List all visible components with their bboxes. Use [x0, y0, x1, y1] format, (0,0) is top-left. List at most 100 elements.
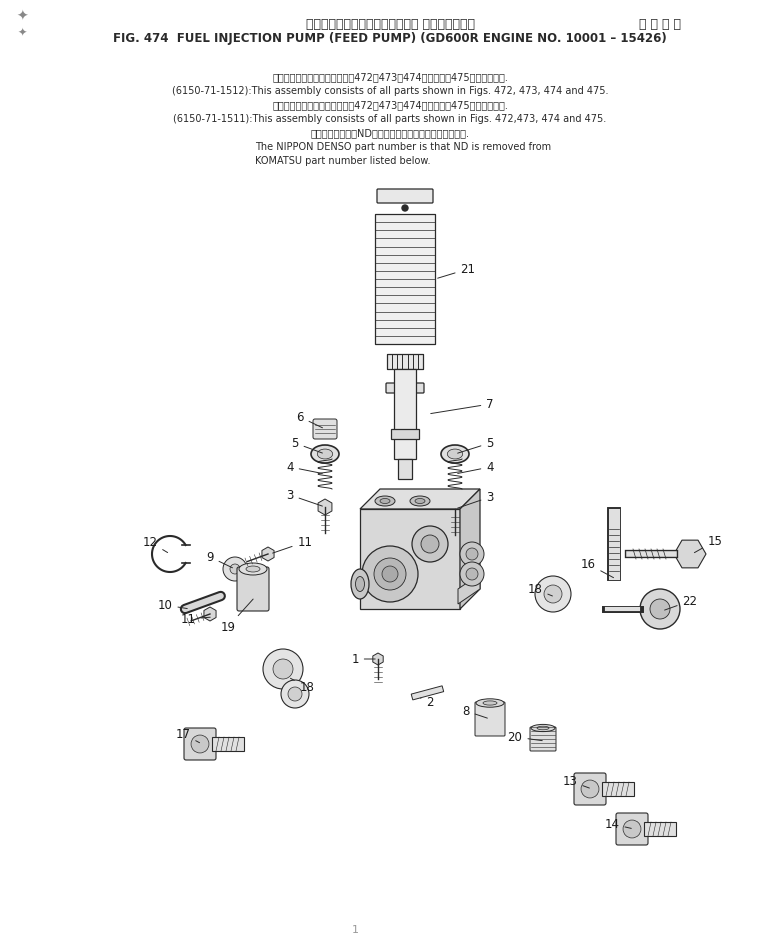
FancyBboxPatch shape [574, 773, 606, 805]
Circle shape [223, 557, 247, 582]
Circle shape [230, 565, 240, 574]
FancyBboxPatch shape [616, 813, 648, 845]
Text: 通 用 号 機: 通 用 号 機 [639, 18, 681, 31]
FancyBboxPatch shape [530, 727, 556, 751]
Text: 8: 8 [462, 705, 487, 718]
Ellipse shape [483, 701, 497, 705]
Text: KOMATSU part number listed below.: KOMATSU part number listed below. [255, 156, 430, 166]
FancyBboxPatch shape [313, 419, 337, 440]
Text: 13: 13 [562, 775, 590, 788]
Polygon shape [318, 499, 332, 515]
Ellipse shape [415, 499, 425, 504]
Circle shape [374, 559, 406, 590]
Text: 6: 6 [296, 411, 323, 429]
Ellipse shape [441, 446, 469, 464]
Text: 20: 20 [508, 731, 542, 744]
Polygon shape [458, 574, 480, 604]
Text: ✦: ✦ [17, 28, 27, 38]
Text: 11: 11 [180, 613, 210, 626]
Circle shape [382, 566, 398, 582]
Circle shape [402, 206, 408, 211]
Text: 16: 16 [580, 558, 614, 578]
Ellipse shape [380, 499, 390, 504]
Ellipse shape [448, 449, 462, 460]
Polygon shape [360, 510, 460, 610]
Ellipse shape [351, 569, 369, 599]
Text: 19: 19 [220, 599, 253, 633]
Text: 11: 11 [273, 536, 312, 553]
FancyBboxPatch shape [398, 460, 412, 480]
Ellipse shape [239, 564, 267, 576]
FancyBboxPatch shape [602, 783, 634, 796]
Text: このアセンブリの構成部品は围472、473、474図および围475図を含みます.: このアセンブリの構成部品は围472、473、474図および围475図を含みます. [272, 100, 508, 110]
Text: 3: 3 [458, 491, 494, 509]
Circle shape [460, 563, 484, 586]
Polygon shape [262, 548, 274, 562]
Ellipse shape [375, 497, 395, 507]
Circle shape [544, 585, 562, 603]
Polygon shape [412, 686, 444, 700]
Circle shape [466, 568, 478, 581]
Text: このアセンブリの構成部品は围472、473、474図および围475図を含みます.: このアセンブリの構成部品は围472、473、474図および围475図を含みます. [272, 72, 508, 82]
Text: 1: 1 [351, 653, 375, 666]
FancyBboxPatch shape [394, 370, 416, 460]
FancyBboxPatch shape [475, 702, 505, 736]
Circle shape [281, 681, 309, 708]
Circle shape [288, 687, 302, 701]
FancyBboxPatch shape [377, 190, 433, 204]
Polygon shape [448, 501, 462, 517]
Ellipse shape [317, 449, 333, 460]
Ellipse shape [246, 566, 260, 572]
Circle shape [581, 780, 599, 798]
Text: FIG. 474  FUEL INJECTION PUMP (FEED PUMP) (GD600R ENGINE NO. 10001 – 15426): FIG. 474 FUEL INJECTION PUMP (FEED PUMP)… [113, 32, 667, 45]
Text: ✦: ✦ [16, 10, 28, 24]
Circle shape [650, 599, 670, 619]
Text: 4: 4 [287, 461, 323, 474]
Text: 12: 12 [142, 536, 168, 553]
Polygon shape [360, 490, 480, 510]
Text: 2: 2 [420, 696, 433, 709]
Text: 14: 14 [604, 818, 631, 831]
FancyBboxPatch shape [391, 430, 419, 440]
Ellipse shape [537, 727, 549, 730]
Ellipse shape [531, 725, 555, 732]
Circle shape [466, 548, 478, 561]
Text: 7: 7 [431, 398, 494, 414]
Text: 1: 1 [351, 924, 358, 934]
Ellipse shape [410, 497, 430, 507]
FancyBboxPatch shape [386, 383, 424, 394]
Text: フェエルインジェクションボンプ フィードボンプ: フェエルインジェクションボンプ フィードボンプ [305, 18, 475, 31]
Circle shape [640, 589, 680, 630]
Circle shape [535, 577, 571, 613]
FancyBboxPatch shape [644, 822, 676, 836]
Circle shape [273, 659, 293, 680]
Circle shape [460, 543, 484, 566]
Ellipse shape [476, 700, 504, 707]
Text: 18: 18 [291, 679, 315, 694]
FancyBboxPatch shape [184, 728, 216, 760]
Text: 4: 4 [458, 461, 494, 474]
Circle shape [412, 527, 448, 563]
Text: 15: 15 [694, 535, 722, 553]
Text: 17: 17 [176, 728, 199, 743]
Text: (6150-71-1512):This assembly consists of all parts shown in Figs. 472, 473, 474 : (6150-71-1512):This assembly consists of… [172, 86, 608, 96]
FancyBboxPatch shape [375, 215, 435, 345]
Polygon shape [460, 490, 480, 610]
Circle shape [421, 535, 439, 553]
Text: 9: 9 [206, 551, 233, 568]
Ellipse shape [355, 577, 365, 592]
FancyBboxPatch shape [387, 355, 423, 370]
Ellipse shape [311, 446, 339, 464]
Polygon shape [204, 607, 216, 621]
Text: 5: 5 [291, 437, 323, 453]
Text: 品番のメーカ記号NDを除いたものが日本電装の品番です.: 品番のメーカ記号NDを除いたものが日本電装の品番です. [311, 127, 469, 138]
Polygon shape [373, 653, 383, 666]
Text: 18: 18 [527, 582, 552, 597]
FancyBboxPatch shape [237, 567, 269, 612]
Polygon shape [674, 541, 706, 568]
Text: (6150-71-1511):This assembly consists of all parts shown in Figs. 472,473, 474 a: (6150-71-1511):This assembly consists of… [173, 114, 607, 124]
Text: 10: 10 [158, 598, 187, 612]
Text: 22: 22 [665, 595, 697, 611]
FancyBboxPatch shape [212, 737, 244, 751]
Text: 5: 5 [458, 437, 494, 454]
